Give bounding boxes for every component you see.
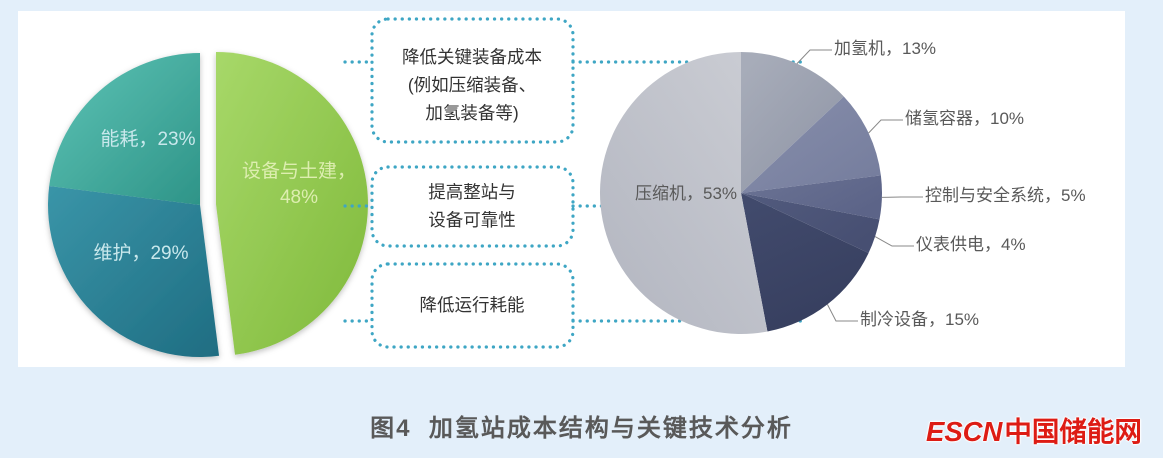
svg-text:48%: 48% — [280, 187, 318, 208]
svg-text:控制与安全系统，5%: 控制与安全系统，5% — [925, 186, 1086, 205]
svg-text:(例如压缩装备、: (例如压缩装备、 — [408, 75, 536, 95]
svg-text:降低关键装备成本: 降低关键装备成本 — [402, 47, 542, 67]
svg-text:加氢机，13%: 加氢机，13% — [834, 39, 936, 58]
svg-text:压缩机，53%: 压缩机，53% — [635, 184, 737, 203]
svg-text:提高整站与: 提高整站与 — [428, 182, 516, 202]
svg-text:加氢装备等): 加氢装备等) — [425, 103, 518, 123]
svg-text:维护，29%: 维护，29% — [93, 242, 188, 264]
svg-text:仪表供电，4%: 仪表供电，4% — [916, 235, 1026, 254]
svg-text:降低运行耗能: 降低运行耗能 — [420, 295, 525, 315]
svg-text:制冷设备，15%: 制冷设备，15% — [860, 310, 979, 329]
svg-text:设备可靠性: 设备可靠性 — [428, 210, 516, 230]
svg-text:设备与土建，: 设备与土建， — [242, 160, 356, 182]
svg-text:储氢容器，10%: 储氢容器，10% — [905, 109, 1024, 128]
svg-text:能耗，23%: 能耗，23% — [100, 128, 195, 150]
